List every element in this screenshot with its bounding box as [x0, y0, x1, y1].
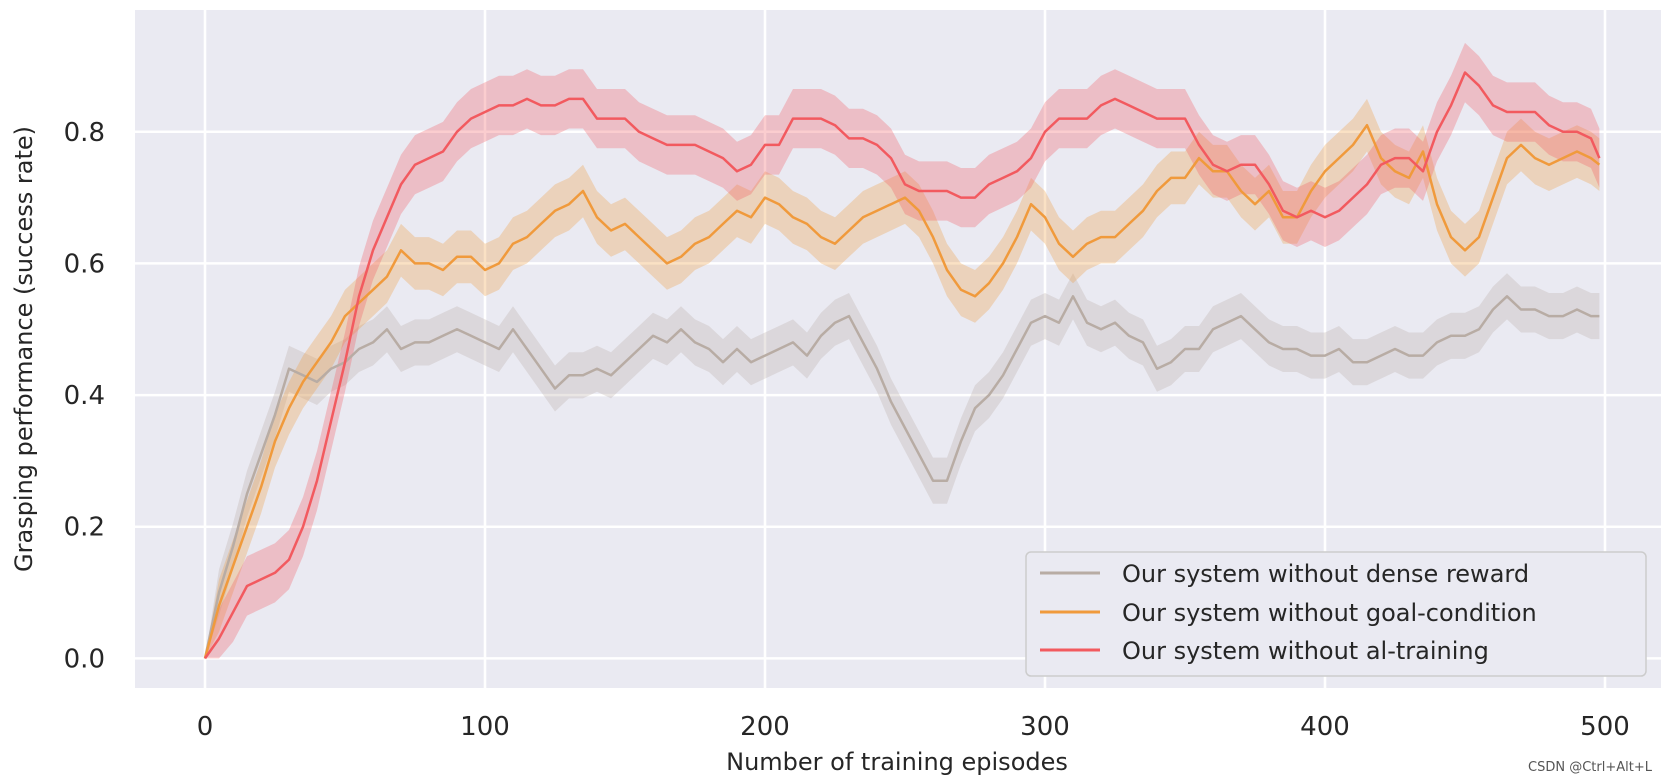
line-dense-reward — [203, 295, 1600, 659]
y-tick-labels: 0.0 0.2 0.4 0.6 0.8 — [64, 118, 105, 675]
legend-box — [1025, 551, 1647, 677]
legend: Our system without dense reward Our syst… — [1025, 551, 1647, 677]
line-al-training — [203, 71, 1601, 660]
band-dense-reward — [205, 273, 1600, 659]
x-tick-label: 0 — [197, 712, 214, 742]
y-axis-label: Grasping performance (success rate) — [10, 126, 38, 572]
band-al-training — [205, 42, 1600, 659]
x-tick-label: 500 — [1580, 712, 1630, 742]
watermark: CSDN @Ctrl+Alt+L — [1528, 760, 1653, 775]
confidence-bands — [205, 42, 1600, 659]
legend-label-al-training: Our system without al-training — [1122, 637, 1489, 665]
series-lines — [203, 71, 1601, 660]
x-tick-label: 300 — [1020, 712, 1070, 742]
x-tick-label: 400 — [1300, 712, 1350, 742]
x-tick-label: 100 — [460, 712, 510, 742]
x-tick-label: 200 — [740, 712, 790, 742]
line-goal-condition — [203, 123, 1601, 659]
x-axis-label: Number of training episodes — [726, 748, 1068, 776]
y-tick-label: 0.4 — [64, 381, 105, 411]
x-tick-labels: 0 100 200 300 400 500 — [197, 712, 1630, 742]
y-tick-label: 0.2 — [64, 513, 105, 543]
y-tick-label: 0.6 — [64, 249, 105, 279]
legend-label-dense-reward: Our system without dense reward — [1122, 560, 1529, 588]
y-tick-label: 0.8 — [64, 118, 105, 148]
legend-label-goal-condition: Our system without goal-condition — [1122, 599, 1537, 627]
band-goal-condition — [205, 98, 1600, 659]
y-tick-label: 0.0 — [64, 644, 105, 674]
